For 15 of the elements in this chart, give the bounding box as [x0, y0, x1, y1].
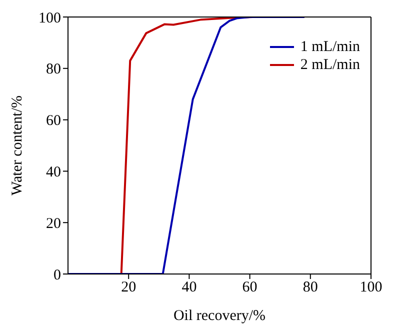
- legend-label: 1 mL/min: [300, 38, 360, 56]
- y-axis-title: Water content/%: [9, 96, 26, 196]
- x-tick-label: 60: [242, 280, 258, 296]
- y-tick-label: 40: [46, 164, 61, 181]
- y-tick-label: 80: [46, 62, 61, 78]
- legend-label: 2 mL/min: [300, 56, 360, 74]
- y-tick-label: 100: [38, 10, 61, 26]
- x-tick-label: 40: [182, 280, 197, 296]
- x-tick-label: 80: [302, 280, 318, 296]
- x-tick-label: 100: [360, 280, 382, 296]
- x-axis-title: Oil recovery/%: [173, 308, 266, 324]
- y-tick-label: 60: [46, 113, 61, 130]
- x-tick-label: 20: [121, 280, 136, 296]
- y-tick-label: 0: [54, 267, 61, 284]
- y-tick-label: 20: [46, 216, 61, 232]
